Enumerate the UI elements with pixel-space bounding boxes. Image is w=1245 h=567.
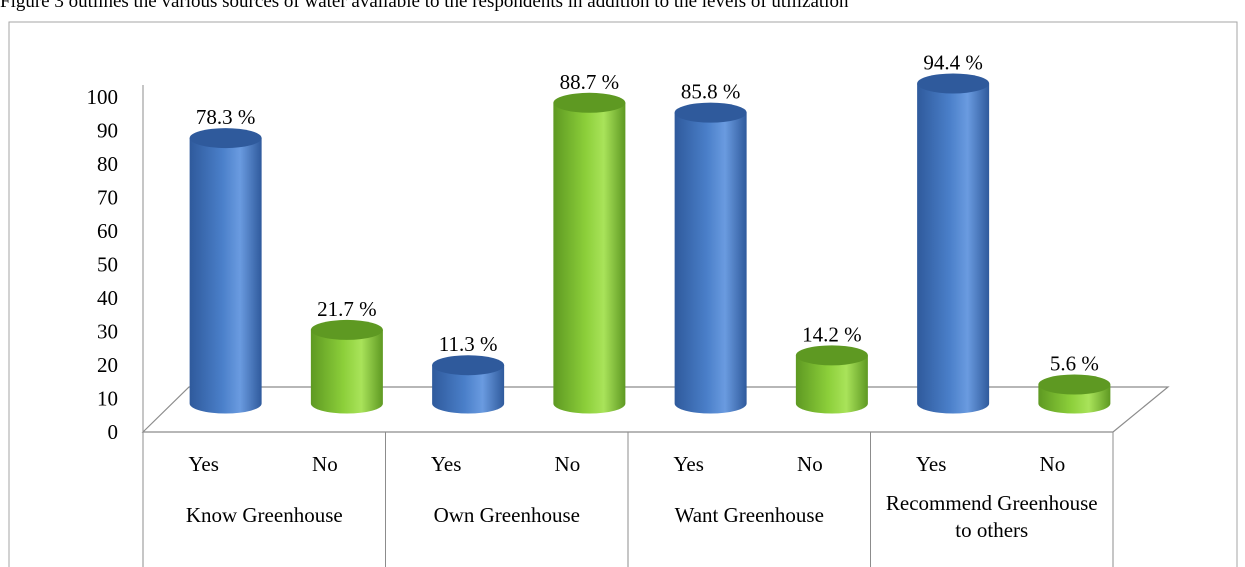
bar-top (674, 102, 747, 123)
bar-body (795, 355, 868, 414)
y-tick-label: 20 (97, 353, 118, 377)
bar-yes (432, 355, 505, 414)
bar-body (917, 83, 990, 414)
subcategory-label: No (555, 452, 581, 476)
bar-yes (189, 128, 262, 414)
subcategory-label: Yes (188, 452, 219, 476)
bar-body (674, 112, 747, 414)
bar-top (189, 128, 262, 149)
y-tick-label: 80 (97, 152, 118, 176)
data-label: 21.7 % (317, 297, 377, 321)
bar-body (432, 365, 505, 414)
y-tick-label: 50 (97, 253, 118, 277)
bar-yes (917, 73, 990, 414)
bar-body (310, 329, 383, 414)
subcategory-label: Yes (431, 452, 462, 476)
bar-no (795, 345, 868, 414)
group-label: Own Greenhouse (434, 503, 580, 527)
figure-caption: Figure 3 outlines the various sources of… (0, 0, 849, 12)
y-tick-label: 0 (108, 420, 119, 444)
group-label: Recommend Greenhouse to others (886, 491, 1098, 542)
data-label: 78.3 % (196, 105, 256, 129)
bar-no (1038, 374, 1111, 414)
chart-floor-plane (141, 386, 1170, 433)
category-labels: Yes No Yes No Yes No Yes No Know Greenhouse Own G… (186, 452, 1098, 542)
group-label: Know Greenhouse (186, 503, 343, 527)
bar-body (189, 138, 262, 414)
subcategory-label: No (1040, 452, 1066, 476)
bar-top (917, 73, 990, 94)
bar-top (553, 92, 626, 113)
subcategory-label: No (312, 452, 338, 476)
subcategory-label: No (797, 452, 823, 476)
subcategory-label: Yes (673, 452, 704, 476)
y-tick-label: 10 (97, 387, 118, 411)
bars (189, 73, 1111, 414)
y-tick-label: 100 (87, 85, 119, 109)
chart-floor (141, 386, 1170, 433)
data-label: 94.4 % (923, 50, 983, 74)
data-labels: 78.3 % 21.7 % 11.3 % 88.7 % 85.8 % 14.2 % 94.4… (196, 50, 1099, 375)
y-tick-label: 40 (97, 286, 118, 310)
chart-frame (8, 21, 1238, 567)
bar-top (795, 345, 868, 366)
bar-top (1038, 374, 1111, 395)
y-tick-label: 70 (97, 186, 118, 210)
axes: 0 10 20 30 40 50 60 70 80 90 100 (87, 85, 1114, 567)
group-label: Want Greenhouse (675, 503, 824, 527)
bar-yes (674, 102, 747, 414)
bar-top (310, 319, 383, 340)
data-label: 85.8 % (681, 80, 741, 104)
bar-top (432, 355, 505, 376)
data-label: 88.7 % (560, 70, 620, 94)
data-label: 11.3 % (439, 332, 498, 356)
subcategory-label: Yes (916, 452, 947, 476)
bar-body (553, 102, 626, 414)
data-label: 5.6 % (1050, 352, 1099, 376)
y-tick-label: 60 (97, 219, 118, 243)
bar-no (553, 92, 626, 414)
bar-no (310, 319, 383, 414)
data-label: 14.2 % (802, 322, 862, 346)
y-tick-label: 90 (97, 119, 118, 143)
y-tick-label: 30 (97, 320, 118, 344)
